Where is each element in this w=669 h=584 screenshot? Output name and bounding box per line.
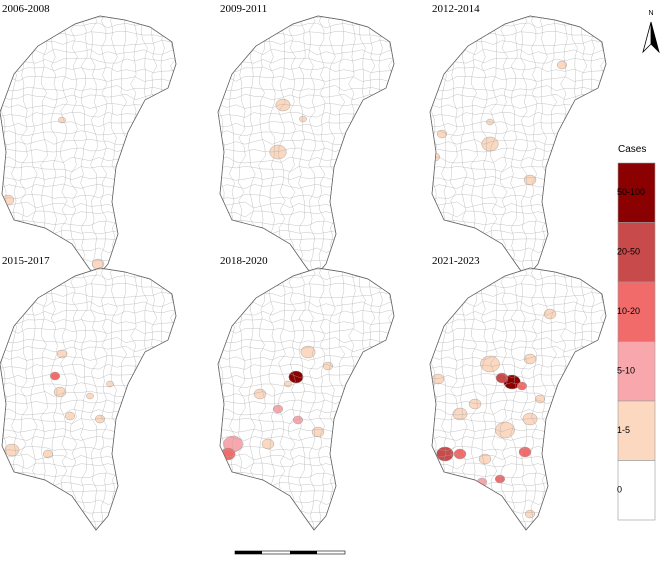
north-label: N — [648, 10, 653, 17]
map-panel — [0, 267, 177, 531]
legend-swatch — [617, 460, 656, 521]
districts — [430, 268, 606, 530]
map-panel — [217, 15, 395, 279]
highlighted-district — [523, 174, 537, 186]
map-panel — [429, 15, 607, 279]
highlighted-district — [468, 398, 482, 410]
highlighted-district — [251, 493, 265, 505]
highlighted-district — [478, 453, 492, 465]
highlighted-district — [534, 394, 545, 404]
legend-label: 20-50 — [617, 247, 640, 257]
highlighted-district — [523, 353, 537, 365]
highlighted-district — [50, 371, 61, 381]
legend-swatch — [617, 162, 656, 223]
highlighted-district — [524, 509, 535, 519]
legend-label: 50-100 — [617, 187, 645, 197]
highlighted-district — [480, 355, 500, 373]
highlighted-district — [58, 116, 66, 124]
highlighted-district — [86, 392, 94, 400]
panel-title: 2021-2023 — [432, 255, 480, 267]
map-panel — [429, 267, 607, 531]
highlighted-district — [543, 308, 557, 320]
legend-swatch — [617, 400, 656, 461]
region-border — [217, 15, 395, 279]
highlighted-district — [57, 349, 68, 359]
legend-swatch — [617, 281, 656, 342]
scale-bar — [234, 550, 346, 555]
highlighted-district — [64, 411, 75, 421]
map-panel — [217, 267, 395, 531]
highlighted-district — [481, 136, 499, 152]
map-panel — [0, 15, 177, 279]
panel-title: 2012-2014 — [432, 3, 480, 15]
highlighted-district — [1, 194, 15, 206]
highlighted-district — [43, 449, 54, 459]
panel-title: 2009-2011 — [220, 3, 267, 15]
north-arrow: N — [642, 10, 660, 54]
legend-title: Cases — [618, 144, 646, 155]
legend-label: 1-5 — [617, 425, 630, 435]
districts — [0, 16, 176, 278]
highlighted-district — [273, 404, 284, 414]
highlighted-district — [292, 415, 303, 425]
region-border — [0, 15, 177, 279]
region-border — [429, 15, 607, 279]
legend-label: 5-10 — [617, 366, 635, 376]
panel-title: 2018-2020 — [220, 255, 268, 267]
highlighted-district — [495, 372, 509, 384]
highlighted-district — [300, 345, 316, 359]
highlighted-district — [299, 115, 307, 123]
region-border — [0, 267, 177, 531]
legend-swatch — [617, 341, 656, 402]
highlighted-district — [311, 426, 325, 438]
highlighted-district — [516, 381, 527, 391]
region-border — [217, 267, 395, 531]
legend: Cases 50-100 20-50 10-20 5-10 1-5 0 — [617, 144, 656, 521]
panel-title: 2015-2017 — [2, 255, 50, 267]
legend-label: 0 — [617, 485, 622, 495]
region-border — [429, 267, 607, 531]
highlighted-district — [0, 305, 8, 313]
highlighted-district — [452, 407, 468, 421]
highlighted-district — [284, 380, 292, 388]
highlighted-district — [453, 448, 467, 460]
highlighted-district — [431, 373, 445, 385]
highlighted-district — [495, 421, 515, 439]
panel-title: 2006-2008 — [2, 3, 50, 15]
highlighted-district — [436, 446, 454, 462]
highlighted-district — [556, 60, 567, 70]
highlighted-district — [106, 380, 114, 388]
legend-label: 10-20 — [617, 306, 640, 316]
